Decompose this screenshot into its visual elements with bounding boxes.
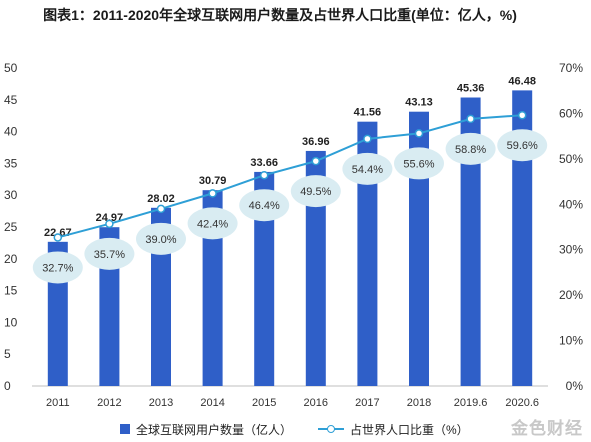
share-point [414,129,424,138]
bar-value-label: 30.79 [199,175,227,187]
y-left-tick-label: 40 [4,125,18,139]
bar [305,150,326,386]
bar-value-label: 36.96 [302,136,330,148]
bar-value-label: 33.66 [250,157,278,169]
y-left-tick-label: 35 [4,156,18,170]
bar [202,190,223,386]
legend-item-share: 占世界人口比重（%） [318,419,469,439]
bar-value-label: 43.13 [405,97,433,109]
share-label-bubble [136,222,186,255]
x-tick-label: 2014 [200,397,224,409]
share-point [156,204,166,214]
share-point [105,219,114,229]
legend-item-users: 全球互联网用户数量（亿人） [120,419,292,439]
share-label-bubble [445,132,496,165]
share-point [259,170,269,180]
legend-label-share: 占世界人口比重（%） [350,422,469,437]
share-label-bubble [342,152,393,185]
share-point [311,156,321,166]
x-tick-label: 2015 [252,397,276,409]
share-label-bubble [497,129,548,162]
bar [460,97,481,386]
x-tick-label: 2012 [97,397,121,409]
share-label-bubble [239,189,290,222]
legend-line-swatch [318,424,344,434]
legend-label-users: 全球互联网用户数量（亿人） [136,422,293,437]
y-left-tick-label: 30 [4,188,18,202]
y-left-tick-label: 15 [4,284,18,298]
chart-title: 图表1：2011-2020年全球互联网用户数量及占世界人口比重(单位：亿人，%) [43,7,517,23]
y-right-tick-label: 40% [559,197,583,211]
y-left-tick-label: 20 [4,252,18,266]
x-tick-label: 2020.6 [505,397,539,409]
watermark-logo: 金色财经 [511,419,583,438]
share-value-label: 54.4% [352,164,383,176]
bar [512,90,533,386]
chart-legend: 全球互联网用户数量（亿人） 占世界人口比重（%） [0,419,591,439]
share-point [517,110,527,120]
share-value-label: 55.6% [403,158,434,170]
share-point [208,189,217,198]
share-label-bubble [84,237,135,270]
y-right-tick-label: 20% [559,288,583,302]
x-tick-label: 2017 [355,397,379,409]
share-value-label: 58.8% [455,144,486,156]
y-left-tick-label: 50 [4,61,18,75]
y-left-tick-label: 0 [4,379,11,393]
share-value-label: 35.7% [94,249,125,261]
legend-bar-swatch [120,424,130,434]
bar-value-label: 41.56 [354,107,382,119]
y-right-tick-label: 50% [559,152,583,166]
bar-value-label: 28.02 [147,193,175,205]
share-label-bubble [394,147,444,180]
bar [357,121,378,386]
x-tick-label: 2011 [46,397,70,409]
y-right-tick-label: 70% [559,61,583,75]
y-right-tick-label: 60% [559,106,583,120]
share-point [53,233,63,242]
bar-value-label: 46.48 [508,75,536,87]
bar-value-label: 45.36 [457,83,485,95]
share-value-label: 59.6% [507,140,538,152]
x-tick-label: 2019.6 [454,397,488,409]
y-left-tick-label: 45 [4,93,18,107]
y-left-tick-label: 10 [4,315,18,329]
share-value-label: 32.7% [42,262,73,274]
bar [254,171,275,386]
y-right-tick-label: 10% [559,334,583,348]
share-label-bubble [187,207,238,240]
x-tick-label: 2016 [304,397,328,409]
y-left-tick-label: 5 [4,347,11,361]
bar [409,111,429,386]
y-left-tick-label: 25 [4,220,18,234]
share-line [57,114,523,239]
share-point [363,134,372,144]
y-right-tick-label: 30% [559,243,583,257]
x-tick-label: 2013 [149,397,173,409]
share-value-label: 49.5% [300,186,331,198]
share-label-bubble [290,175,341,208]
y-right-tick-label: 0% [566,379,584,393]
x-tick-label: 2018 [407,397,431,409]
share-value-label: 39.0% [145,234,176,246]
share-point [466,114,475,124]
share-label-bubble [32,251,83,284]
share-value-label: 42.4% [197,218,228,230]
share-value-label: 46.4% [249,200,280,212]
